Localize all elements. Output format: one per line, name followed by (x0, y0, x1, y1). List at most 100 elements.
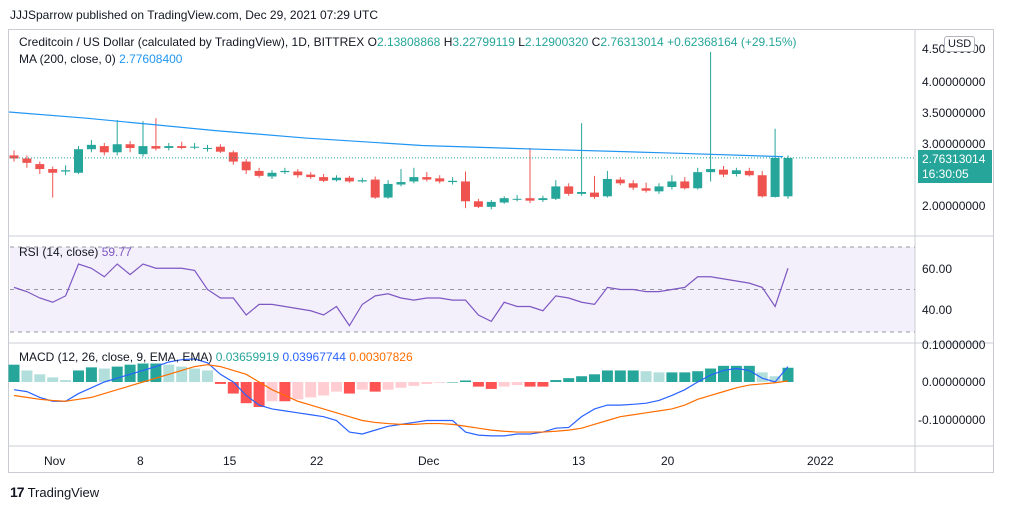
macd-histogram-bar (524, 382, 536, 387)
candle-body (551, 186, 561, 199)
candle-body (138, 146, 148, 155)
candle-body (719, 169, 728, 175)
low-label: L (518, 35, 525, 49)
symbol-name: Creditcoin / US Dollar (calculated by Tr… (19, 35, 365, 49)
candle-body (293, 171, 303, 176)
candle-body (22, 158, 32, 163)
macd-hist-value: 0.03659919 (215, 350, 280, 364)
candle-body (151, 146, 161, 149)
macd-histogram-bar (98, 368, 110, 382)
candle-body (357, 180, 367, 182)
candle-body (306, 174, 316, 178)
macd-histogram-bar (718, 365, 729, 382)
candle-body (667, 181, 677, 188)
macd-histogram-bar (382, 382, 394, 390)
macd-legend: MACD (12, 26, close, 9, EMA, EMA) 0.0365… (19, 350, 413, 364)
candle-body (370, 179, 380, 198)
tradingview-logo-icon: 17 (10, 484, 25, 500)
time-tick: 15 (223, 454, 237, 468)
candle-body (435, 178, 445, 182)
macd-histogram-bar (730, 365, 742, 382)
open-label: O (367, 35, 377, 49)
macd-histogram-bar (692, 371, 704, 382)
candle-body (228, 152, 238, 162)
candle-body (203, 147, 212, 149)
candle-body (615, 179, 625, 184)
countdown-label: 16:30:05 (918, 165, 992, 183)
macd-histogram-bar (576, 376, 588, 382)
macd-histogram-bar (137, 363, 149, 382)
rsi-label: RSI (14, close) (19, 245, 99, 259)
macd-histogram-bar (589, 374, 600, 382)
candle-body (61, 170, 71, 172)
macd-histogram-bar (743, 365, 755, 382)
candle-body (744, 170, 754, 176)
macd-histogram-bar (124, 364, 136, 382)
macd-histogram-bar (111, 366, 123, 382)
candle-body (654, 186, 664, 192)
candle-body (512, 198, 522, 200)
time-tick: Nov (44, 454, 65, 468)
ma-value: 2.77608400 (119, 52, 183, 66)
candle-body (641, 188, 651, 191)
candle-body (267, 172, 277, 177)
macd-histogram-bar (8, 364, 20, 382)
macd-histogram-bar (85, 367, 97, 382)
macd-line-value: 0.03967744 (282, 350, 346, 364)
candle-body (564, 186, 574, 194)
macd-histogram-bar (266, 382, 278, 402)
candle-body (680, 181, 690, 189)
macd-histogram-bar (472, 382, 484, 387)
chart-frame (8, 29, 994, 473)
macd-histogram-bar (782, 367, 794, 382)
candle-body (35, 164, 45, 170)
macd-histogram-bar (627, 370, 639, 382)
macd-histogram-bar (279, 382, 291, 402)
candle-body (99, 146, 109, 153)
macd-histogram-bar (253, 382, 265, 408)
currency-button[interactable]: USD (944, 36, 976, 52)
macd-histogram-bar (305, 382, 317, 398)
macd-histogram-bar (563, 378, 575, 382)
macd-signal-value: 0.00307826 (349, 350, 413, 364)
macd-histogram-bar (666, 372, 678, 382)
tradingview-logo[interactable]: 17 TradingView (10, 484, 99, 500)
candle-body (770, 157, 780, 197)
time-tick: 20 (661, 454, 675, 468)
macd-signal-line (13, 364, 789, 433)
macd-histogram-bar (640, 371, 652, 382)
macd-histogram-bar (21, 370, 33, 382)
ma-line (8, 111, 784, 158)
macd-histogram-bar (434, 382, 446, 383)
macd-histogram-bar (176, 366, 188, 382)
close-label: C (591, 35, 601, 49)
open-value: 2.13808868 (376, 35, 441, 49)
brand-name: TradingView (27, 484, 100, 500)
price-pane (8, 51, 915, 210)
candle-body (48, 169, 58, 173)
macd-histogram-bar (356, 382, 368, 390)
candle-body (461, 181, 470, 202)
macd-label: MACD (12, 26, close, 9, EMA, EMA) (19, 350, 213, 364)
macd-histogram-bar (214, 382, 226, 384)
price-tick: 3.50000000 (922, 106, 986, 120)
macd-histogram-bar (150, 363, 162, 382)
change-value: +0.62368164 (+29.15%) (667, 35, 797, 49)
candle-body (757, 175, 767, 197)
macd-histogram-bar (331, 382, 342, 392)
macd-histogram-bar (47, 377, 59, 382)
candle-body (499, 198, 509, 203)
macd-histogram-bar (614, 370, 626, 382)
ma-label: MA (200, close, 0) (19, 52, 116, 66)
candle-body (74, 149, 83, 173)
macd-histogram-bar (60, 380, 72, 382)
macd-pane (8, 358, 794, 437)
rsi-tick: 40.00 (922, 303, 952, 317)
rsi-value: 59.77 (101, 245, 132, 259)
rsi-legend: RSI (14, close) 59.77 (19, 245, 132, 259)
close-value: 2.76313014 (600, 35, 664, 49)
candle-body (602, 178, 612, 197)
macd-histogram-bar (537, 382, 549, 387)
macd-histogram-bar (653, 372, 665, 382)
